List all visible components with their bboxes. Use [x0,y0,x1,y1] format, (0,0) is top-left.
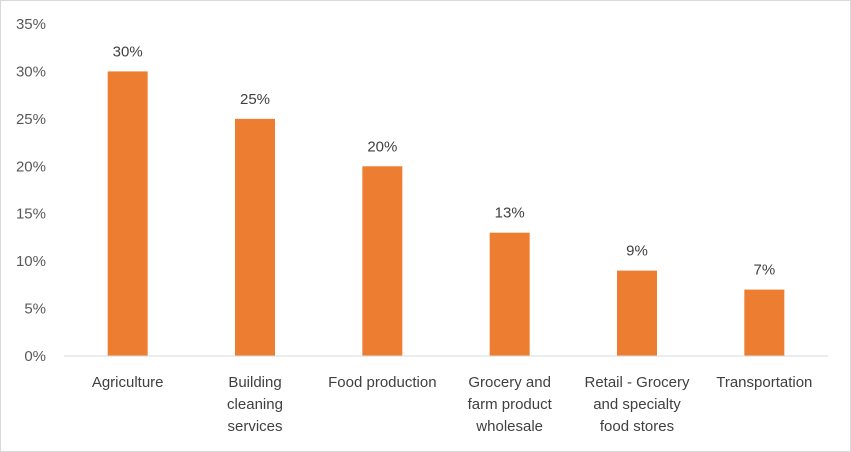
bar [362,166,403,356]
data-label: 9% [626,243,648,260]
y-tick-label: 30% [16,63,46,80]
y-tick-label: 0% [24,348,46,365]
data-label: 30% [113,43,143,60]
y-tick-label: 10% [16,253,46,270]
x-category-label: Building [228,374,281,391]
y-tick-label: 5% [24,301,46,318]
x-category-label: Food production [328,374,436,391]
x-category-label: Retail - Grocery [584,374,690,391]
y-tick-label: 15% [16,206,46,223]
bar [617,270,657,356]
y-tick-label: 25% [16,111,46,128]
data-label: 7% [753,262,775,279]
data-label: 25% [240,91,270,108]
bar [744,289,785,356]
x-category-label: Grocery and [468,374,551,391]
x-category-label: Agriculture [92,374,164,391]
x-category-label: services [227,418,282,435]
bar [235,118,275,356]
bar [107,71,148,356]
bar [489,232,530,356]
x-category-label: Transportation [716,374,812,391]
x-category-label: and specialty [593,396,681,413]
x-category-label: farm product [468,396,553,413]
x-category-label: cleaning [227,396,283,413]
y-tick-label: 20% [16,158,46,175]
x-category-label: food stores [600,418,674,435]
x-category-label: wholesale [475,418,543,435]
data-label: 20% [367,138,397,155]
y-tick-label: 35% [16,16,46,33]
data-label: 13% [495,205,525,222]
